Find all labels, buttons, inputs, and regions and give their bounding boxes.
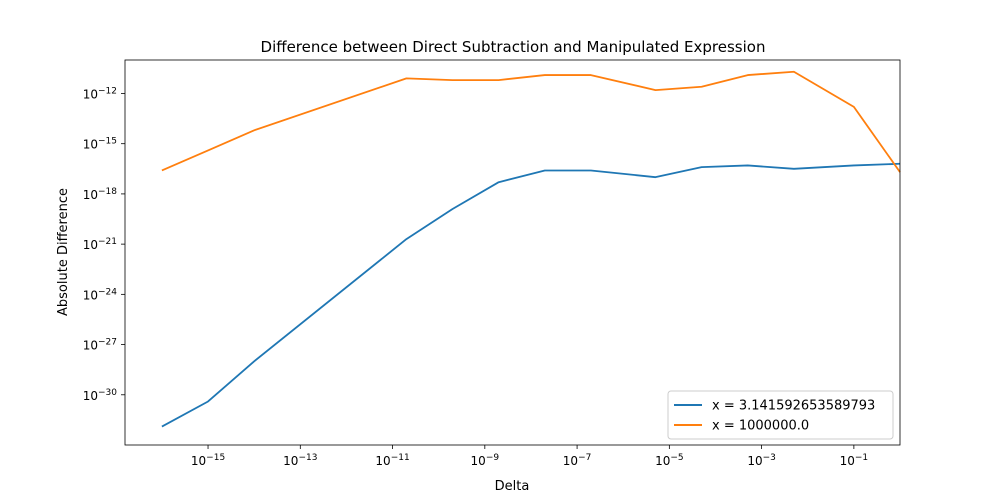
- legend-label-series-2: x = 1000000.0: [712, 419, 809, 434]
- y-tick-label: 10−24: [83, 287, 118, 302]
- series-layer: [161, 70, 901, 428]
- y-axis-ticks: 10−12 10−15 10−18 10−21 10−24 10−27 10−30: [83, 86, 125, 403]
- y-tick-label: 10−12: [83, 86, 117, 101]
- y-tick-label: 10−30: [83, 388, 118, 403]
- series-line-1: [161, 162, 901, 428]
- x-axis-label: Delta: [495, 479, 530, 494]
- x-tick-label: 10−11: [375, 453, 409, 468]
- x-tick-label: 10−1: [840, 453, 869, 468]
- x-tick-label: 10−15: [191, 453, 225, 468]
- y-tick-label: 10−15: [83, 137, 117, 152]
- x-tick-label: 10−13: [283, 453, 317, 468]
- x-tick-label: 10−5: [655, 453, 684, 468]
- x-tick-label: 10−3: [747, 453, 776, 468]
- y-tick-label: 10−21: [83, 237, 117, 252]
- y-tick-label: 10−18: [83, 187, 118, 202]
- legend: x = 3.141592653589793 x = 1000000.0: [667, 390, 894, 440]
- x-tick-label: 10−9: [471, 453, 500, 468]
- y-axis-label: Absolute Difference: [56, 188, 71, 316]
- chart-title: Difference between Direct Subtraction an…: [261, 38, 766, 56]
- plot-area: [125, 60, 900, 445]
- legend-box: [667, 390, 894, 440]
- plot-frame: [124, 59, 901, 446]
- x-axis-ticks: 10−15 10−13 10−11 10−9 10−7 10−5 10−3 10−1: [191, 445, 868, 468]
- series-line-2: [161, 70, 901, 173]
- legend-label-series-1: x = 3.141592653589793: [712, 399, 875, 414]
- y-tick-label: 10−27: [83, 338, 117, 353]
- x-tick-label: 10−7: [563, 453, 592, 468]
